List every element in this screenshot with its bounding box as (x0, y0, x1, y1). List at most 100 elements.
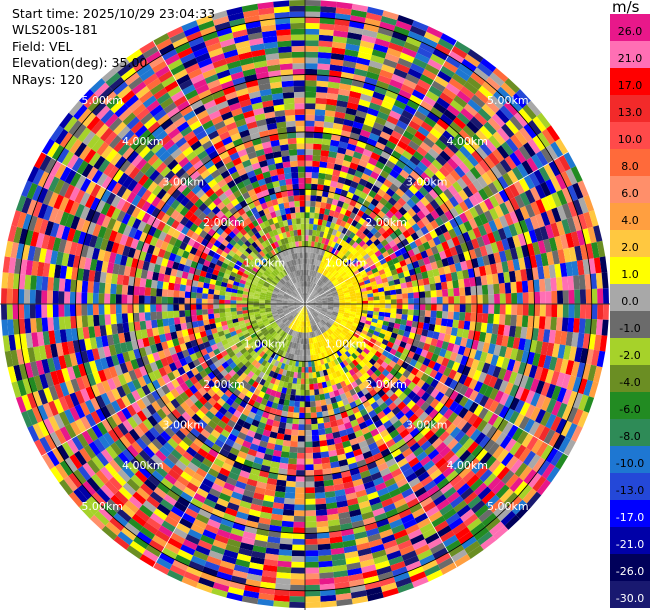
ppi-cell (261, 570, 277, 578)
ppi-cell (277, 311, 284, 315)
ppi-cell (293, 515, 305, 522)
ppi-cell (380, 150, 391, 160)
ppi-cell (43, 418, 55, 435)
ppi-cell (279, 457, 289, 464)
ppi-cell (70, 316, 77, 329)
ppi-cell (295, 343, 299, 350)
ppi-cell (432, 236, 442, 246)
ppi-cell (471, 358, 480, 370)
ppi-cell (157, 419, 169, 431)
ppi-cell (451, 442, 463, 455)
ppi-cell (65, 266, 73, 280)
ppi-cell (29, 304, 36, 319)
ppi-cell (377, 523, 392, 534)
ppi-cell (283, 319, 289, 325)
ppi-cell (272, 314, 279, 318)
ppi-cell (322, 301, 328, 304)
ppi-cell (173, 501, 188, 513)
ppi-cell (492, 323, 499, 335)
ppi-cell (539, 291, 546, 304)
ppi-cell (431, 515, 446, 528)
ppi-cell (312, 253, 316, 260)
ppi-cell (291, 311, 297, 316)
ppi-cell (407, 309, 414, 316)
ppi-cell (476, 531, 493, 546)
ppi-cell (358, 281, 365, 287)
ppi-cell (597, 304, 604, 320)
ppi-cell (308, 287, 312, 294)
ppi-cell (378, 291, 385, 297)
ppi-cell (288, 322, 293, 329)
ppi-cell (276, 403, 284, 411)
ppi-cell (142, 374, 152, 385)
ppi-cell (494, 390, 505, 403)
ppi-cell (285, 423, 293, 430)
ppi-cell (311, 172, 319, 179)
ppi-cell (270, 307, 277, 310)
ppi-cell (349, 275, 357, 281)
ppi-cell (141, 384, 151, 396)
ppi-cell (368, 102, 382, 112)
ppi-cell (396, 293, 403, 300)
ppi-cell (230, 428, 240, 437)
ppi-cell (312, 377, 318, 384)
ppi-cell (442, 130, 455, 142)
ppi-cell (537, 132, 551, 148)
ppi-cell (273, 347, 280, 354)
ppi-cell (571, 260, 579, 276)
ppi-cell (315, 509, 328, 516)
ppi-cell (420, 206, 431, 217)
ppi-cell (370, 447, 381, 456)
ppi-cell (194, 400, 204, 410)
ppi-cell (441, 318, 448, 327)
ppi-cell (452, 415, 463, 427)
ppi-cell (371, 284, 378, 290)
ppi-cell (155, 557, 173, 570)
ppi-cell (391, 192, 401, 202)
ppi-cell (296, 320, 300, 326)
ppi-cell (447, 454, 460, 466)
ppi-cell (409, 94, 423, 106)
ppi-cell (339, 207, 347, 215)
ppi-cell (411, 223, 421, 233)
ppi-cell (177, 366, 186, 376)
ppi-cell (401, 109, 414, 121)
ppi-cell (348, 414, 357, 422)
ppi-cell (365, 527, 380, 537)
ppi-cell (452, 181, 463, 193)
ppi-cell (307, 293, 310, 299)
ppi-cell (264, 448, 274, 456)
ppi-cell (523, 363, 533, 377)
ppi-cell (389, 284, 396, 291)
ppi-cell (378, 269, 386, 276)
ppi-cell (367, 249, 375, 257)
ppi-cell (506, 236, 516, 250)
ppi-cell (297, 366, 302, 373)
ppi-cell (181, 349, 190, 358)
ppi-cell (287, 321, 292, 328)
ppi-cell (252, 545, 267, 554)
ppi-cell (91, 473, 105, 489)
ppi-cell (458, 189, 469, 201)
ppi-cell (344, 421, 353, 430)
ppi-cell (163, 441, 175, 454)
ppi-cell (174, 276, 182, 285)
ppi-cell (445, 470, 459, 483)
ppi-cell (323, 351, 329, 358)
ppi-cell (155, 434, 168, 446)
ppi-cell (335, 218, 343, 226)
ppi-cell (151, 534, 168, 548)
ppi-cell (123, 331, 132, 343)
ppi-cell (315, 278, 320, 285)
ppi-cell (305, 292, 307, 299)
ppi-cell (360, 341, 368, 348)
ppi-cell (308, 294, 313, 300)
ppi-cell (349, 346, 357, 353)
ppi-cell (534, 366, 544, 381)
ppi-cell (453, 304, 460, 313)
ppi-cell (329, 234, 336, 242)
ppi-cell (110, 494, 125, 509)
ppi-cell (244, 318, 251, 324)
ppi-cell (453, 500, 468, 513)
ppi-cell (431, 304, 437, 311)
